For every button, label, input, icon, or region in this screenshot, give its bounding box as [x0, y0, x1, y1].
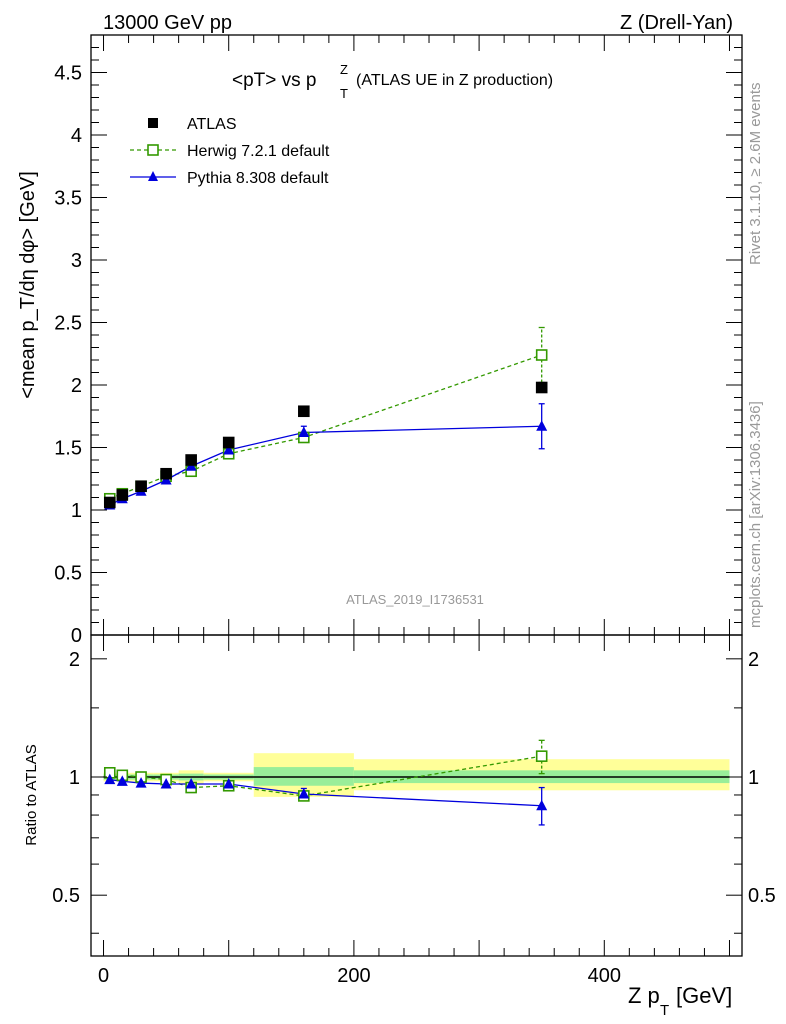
svg-text:(ATLAS UE in Z production): (ATLAS UE in Z production) — [356, 72, 553, 89]
ratio-pythia-point — [104, 773, 116, 785]
legend-atlas: ATLAS — [148, 116, 237, 133]
atlas-point — [185, 454, 197, 466]
herwig-point — [535, 349, 548, 361]
main-y-tick-label: 4 — [71, 125, 82, 147]
atlas-point — [535, 381, 548, 394]
ratio-y-tick-label-right: 0.5 — [748, 885, 776, 907]
main-y-axis-label: <mean p_T/dη dφ> [GeV] — [17, 171, 39, 399]
pythia-line — [109, 425, 542, 506]
svg-text:T: T — [340, 86, 348, 101]
main-y-tick-label: 3 — [71, 250, 82, 272]
header-energy: 13000 GeV pp — [103, 12, 232, 34]
main-y-tick-label: 1.5 — [54, 438, 82, 460]
atlas-point — [298, 405, 310, 418]
atlas-point — [222, 436, 235, 449]
svg-text:<pT> vs p: <pT> vs p — [232, 70, 317, 91]
atlas-point — [135, 480, 147, 493]
ratio-y-tick-label-left: 0.5 — [52, 885, 80, 907]
ratio-y-axis-label: Ratio to ATLAS — [23, 744, 40, 845]
ratio-y-tick-label-right: 1 — [748, 767, 759, 789]
main-y-tick-label: 2.5 — [54, 313, 82, 335]
ratio-pythia-point — [135, 777, 147, 788]
ratio-y-tick-label-left: 1 — [69, 767, 80, 789]
atlas-point — [103, 496, 116, 509]
ratio-frame — [90, 634, 743, 957]
ratio-pythia-point — [185, 777, 197, 789]
svg-text:Z: Z — [340, 62, 348, 77]
legend-pythia-label: Pythia 8.308 default — [187, 170, 329, 187]
ratio-uncertainty-bands — [103, 753, 730, 797]
atlas-point — [116, 489, 129, 501]
legend-atlas-marker — [148, 118, 158, 128]
main-y-tick-label: 4.5 — [54, 63, 82, 85]
analysis-watermark: ATLAS_2019_I1736531 — [346, 592, 484, 607]
svg-text:Z p: Z p — [628, 983, 660, 1008]
main-y-tick-label: 2 — [71, 375, 82, 397]
ratio-plot — [103, 739, 548, 826]
legend-atlas-label: ATLAS — [187, 116, 237, 133]
atlas-point — [160, 467, 172, 480]
main-y-tick-label: 3.5 — [54, 188, 82, 210]
pythia-point — [536, 420, 548, 431]
x-tick-label: 400 — [588, 965, 621, 987]
axes: 0 200 400 0 0.5 1 1.5 2 2.5 3 3.5 4 4.5 0.5 0.5 1 1 2 2 — [52, 34, 776, 987]
ratio-pythia-point — [160, 777, 172, 789]
rivet-label: Rivet 3.1.10, ≥ 2.6M events — [747, 83, 764, 266]
legend-herwig-label: Herwig 7.2.1 default — [187, 143, 330, 160]
x-tick-label: 200 — [337, 965, 370, 987]
main-y-tick-label: 0 — [71, 625, 82, 647]
pythia-point — [223, 444, 235, 455]
x-axis-label: Z p T [GeV] — [628, 983, 732, 1019]
main-y-tick-label: 0.5 — [54, 563, 82, 585]
svg-text:[GeV]: [GeV] — [676, 983, 732, 1008]
ratio-pythia-point — [298, 788, 310, 799]
main-title: <pT> vs p Z T (ATLAS UE in Z production) — [232, 62, 553, 101]
svg-text:T: T — [660, 1002, 669, 1019]
legend-pythia: Pythia 8.308 default — [130, 170, 329, 187]
legend-pythia-marker — [148, 171, 158, 181]
mcplots-label: mcplots.cern.ch [arXiv:1306.3436] — [747, 401, 764, 628]
legend-herwig-marker — [147, 144, 159, 156]
ratio-pythia-point — [223, 777, 235, 789]
main-plot — [103, 326, 548, 510]
ratio-herwig-point — [535, 750, 548, 762]
herwig-line — [109, 354, 542, 500]
x-tick-label: 0 — [98, 965, 109, 987]
legend: ATLAS Herwig 7.2.1 default Pythia 8.308 … — [130, 116, 330, 187]
ratio-y-tick-label-left: 2 — [69, 649, 80, 671]
ratio-pythia-point — [116, 775, 128, 786]
header-process: Z (Drell-Yan) — [620, 12, 733, 34]
pythia-point — [298, 426, 310, 437]
ratio-pythia-point — [536, 799, 548, 811]
main-y-tick-label: 1 — [71, 500, 82, 522]
ratio-y-tick-label-right: 2 — [748, 649, 759, 671]
legend-herwig: Herwig 7.2.1 default — [130, 143, 330, 160]
